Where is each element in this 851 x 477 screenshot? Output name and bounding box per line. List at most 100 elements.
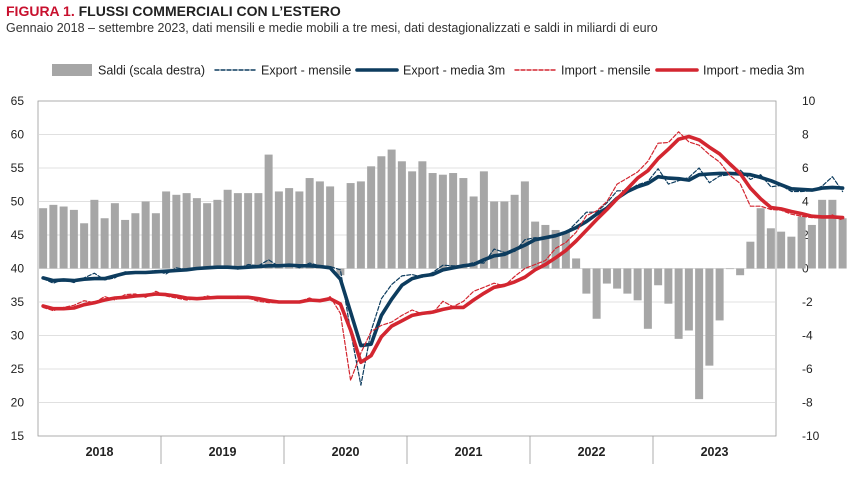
bar-saldi bbox=[90, 199, 99, 269]
bar-saldi bbox=[797, 216, 806, 269]
bar-saldi bbox=[602, 268, 611, 284]
bar-saldi bbox=[274, 191, 283, 269]
y-left-tick-label: 15 bbox=[11, 429, 25, 443]
bar-saldi bbox=[684, 268, 693, 331]
bar-saldi bbox=[664, 268, 673, 304]
x-tick-label: 2020 bbox=[332, 445, 360, 459]
y-left-tick-label: 40 bbox=[11, 262, 25, 276]
series-line-export-mensile bbox=[42, 167, 844, 386]
bar-saldi bbox=[264, 154, 273, 269]
legend-label-export-media-3m: Export - media 3m bbox=[403, 64, 505, 78]
bar-saldi bbox=[213, 199, 222, 269]
bar-saldi bbox=[438, 174, 447, 269]
legend-swatch-saldi-scala-destra bbox=[52, 64, 92, 76]
bar-saldi bbox=[746, 241, 755, 269]
legend-label-import-media-3m: Import - media 3m bbox=[703, 64, 804, 78]
bar-saldi bbox=[695, 268, 704, 400]
bar-saldi bbox=[777, 231, 786, 269]
y-left-tick-label: 55 bbox=[11, 161, 25, 175]
bar-saldi bbox=[315, 181, 324, 269]
legend-label-import-mensile: Import - mensile bbox=[561, 64, 651, 78]
bar-saldi bbox=[254, 193, 263, 269]
bar-saldi bbox=[459, 178, 468, 269]
series-line-export-media-3m bbox=[41, 171, 845, 348]
series-line-import-mensile bbox=[42, 131, 844, 381]
y-left-tick-label: 60 bbox=[11, 128, 25, 142]
y-left-tick-label: 45 bbox=[11, 228, 25, 242]
bar-saldi bbox=[80, 223, 89, 269]
bar-saldi bbox=[592, 268, 601, 319]
bar-saldi bbox=[49, 204, 58, 269]
bar-saldi bbox=[356, 181, 365, 269]
y-right-tick-label: 10 bbox=[802, 94, 816, 108]
bar-saldi bbox=[141, 201, 150, 269]
y-right-tick-label: -10 bbox=[802, 429, 820, 443]
legend-label-saldi-scala-destra: Saldi (scala destra) bbox=[98, 64, 205, 78]
chart-subtitle: Gennaio 2018 – settembre 2023, dati mens… bbox=[6, 21, 658, 35]
bar-saldi bbox=[623, 268, 632, 294]
y-right-tick-label: -4 bbox=[802, 329, 813, 343]
bar-saldi bbox=[162, 191, 171, 269]
bar-saldi bbox=[756, 208, 765, 269]
x-tick-label: 2023 bbox=[701, 445, 729, 459]
series-line-import-media-3m bbox=[41, 134, 845, 365]
x-tick-label: 2022 bbox=[578, 445, 606, 459]
bar-saldi bbox=[100, 218, 109, 269]
bar-saldi bbox=[192, 198, 201, 269]
bar-saldi bbox=[285, 188, 294, 269]
y-right-tick-label: -6 bbox=[802, 362, 813, 376]
y-left-tick-label: 30 bbox=[11, 329, 25, 343]
bar-saldi bbox=[613, 268, 622, 289]
bar-saldi bbox=[531, 221, 540, 269]
bar-saldi bbox=[428, 173, 437, 269]
y-right-tick-label: 4 bbox=[802, 195, 809, 209]
y-left-tick-label: 35 bbox=[11, 295, 25, 309]
y-left-tick-label: 65 bbox=[11, 94, 25, 108]
bar-saldi bbox=[377, 156, 386, 269]
bar-saldi bbox=[387, 149, 396, 269]
bar-saldi bbox=[397, 161, 406, 269]
bar-saldi bbox=[69, 209, 78, 269]
bar-saldi bbox=[151, 213, 160, 269]
bar-saldi bbox=[121, 219, 130, 269]
bar-saldi bbox=[244, 193, 253, 269]
bar-saldi bbox=[172, 194, 181, 269]
y-left-tick-label: 20 bbox=[11, 396, 25, 410]
figure-label: FIGURA 1. bbox=[6, 3, 75, 19]
bar-saldi bbox=[572, 258, 581, 269]
bar-saldi bbox=[807, 224, 816, 269]
bar-saldi bbox=[818, 199, 827, 269]
bar-saldi bbox=[551, 229, 560, 269]
y-left-tick-label: 50 bbox=[11, 195, 25, 209]
chart-svg: 1520253035404550556065-10-8-6-4-20246810… bbox=[11, 64, 847, 464]
chart-area: 1520253035404550556065-10-8-6-4-20246810… bbox=[0, 50, 851, 472]
y-right-tick-label: -2 bbox=[802, 295, 813, 309]
bar-saldi bbox=[469, 196, 478, 269]
bar-saldi bbox=[582, 268, 591, 294]
bar-saldi bbox=[725, 268, 734, 270]
figure-title: FLUSSI COMMERCIALI CON L’ESTERO bbox=[78, 3, 341, 19]
chart-title: FIGURA 1. FLUSSI COMMERCIALI CON L’ESTER… bbox=[6, 2, 846, 20]
bar-saldi bbox=[500, 201, 509, 269]
bar-saldi bbox=[203, 203, 212, 269]
bar-saldi bbox=[346, 183, 355, 269]
bar-saldi bbox=[787, 236, 796, 269]
bar-saldi bbox=[510, 194, 519, 269]
bar-saldi bbox=[838, 218, 847, 269]
x-tick-label: 2018 bbox=[86, 445, 114, 459]
bar-saldi bbox=[828, 199, 837, 269]
bar-saldi bbox=[39, 208, 48, 269]
bar-saldi bbox=[715, 268, 724, 321]
legend-label-export-mensile: Export - mensile bbox=[261, 64, 351, 78]
bar-saldi bbox=[223, 189, 232, 269]
bar-saldi bbox=[59, 206, 68, 269]
bar-saldi bbox=[643, 268, 652, 329]
y-left-tick-label: 25 bbox=[11, 362, 25, 376]
x-tick-label: 2021 bbox=[455, 445, 483, 459]
bar-saldi bbox=[705, 268, 714, 366]
y-right-tick-label: 8 bbox=[802, 128, 809, 142]
bar-saldi bbox=[295, 191, 304, 269]
bar-saldi bbox=[633, 268, 642, 301]
x-tick-label: 2019 bbox=[209, 445, 237, 459]
y-right-tick-label: -8 bbox=[802, 396, 813, 410]
